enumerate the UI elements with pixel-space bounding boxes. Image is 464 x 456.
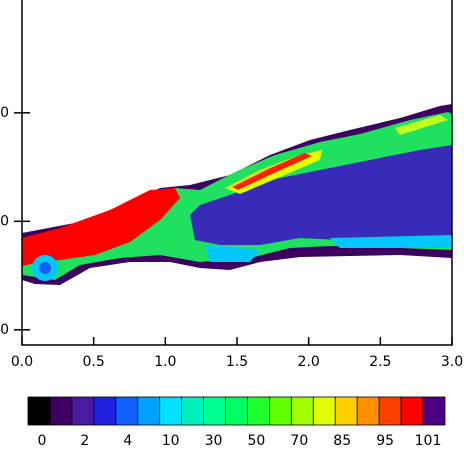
contour-red [232, 153, 312, 190]
colorbar-swatch [225, 396, 248, 426]
colorbar-label: 2 [80, 433, 89, 449]
colorbar: 0 2 4 10 30 50 70 85 95 101 [27, 396, 446, 449]
axes: 0.0 0.5 1.0 1.5 2.0 2.5 3.0 0 0 0 [0, 105, 463, 370]
x-tick-label: 0.5 [83, 354, 105, 370]
colorbar-label: 85 [333, 433, 351, 449]
colorbar-swatch [400, 396, 424, 426]
x-tick-label: 1.5 [226, 354, 248, 370]
colorbar-swatch [115, 396, 139, 426]
x-tick-label: 2.5 [369, 354, 391, 370]
colorbar-swatch [356, 396, 380, 426]
contour-blue [39, 262, 51, 274]
x-tick-label: 2.0 [298, 354, 320, 370]
y-tick-label: 0 [0, 322, 9, 338]
colorbar-swatch [422, 396, 446, 426]
colorbar-label: 0 [38, 433, 47, 449]
colorbar-swatch [203, 396, 226, 426]
colorbar-swatch [49, 396, 73, 426]
contour-indigo [190, 145, 452, 245]
colorbar-swatch [93, 396, 117, 426]
contour-red [22, 188, 180, 266]
contour-cyan [205, 245, 260, 262]
contour-cyan [330, 235, 452, 248]
colorbar-swatch [159, 396, 183, 426]
colorbar-swatch [27, 396, 51, 426]
contour-field [22, 104, 452, 285]
colorbar-swatch [269, 396, 292, 426]
colorbar-label: 101 [415, 433, 442, 449]
colorbar-swatch [71, 396, 95, 426]
colorbar-swatch [334, 396, 358, 426]
colorbar-label: 50 [248, 433, 266, 449]
colorbar-swatch [378, 396, 402, 426]
colorbar-swatch [290, 396, 314, 426]
colorbar-label: 70 [290, 433, 308, 449]
colorbar-label: 10 [162, 433, 180, 449]
contour-yellow [395, 115, 448, 135]
colorbar-label: 30 [205, 433, 223, 449]
colorbar-swatch [247, 396, 270, 426]
colorbar-label: 95 [376, 433, 394, 449]
x-tick-label: 3.0 [441, 354, 463, 370]
colorbar-swatch [181, 396, 204, 426]
y-tick-label: 0 [0, 105, 9, 121]
y-tick-label: 0 [0, 213, 9, 229]
colorbar-swatch [137, 396, 161, 426]
x-tick-label: 1.0 [154, 354, 176, 370]
colorbar-swatch [312, 396, 336, 426]
colorbar-label: 4 [123, 433, 132, 449]
x-tick-label: 0.0 [11, 354, 33, 370]
